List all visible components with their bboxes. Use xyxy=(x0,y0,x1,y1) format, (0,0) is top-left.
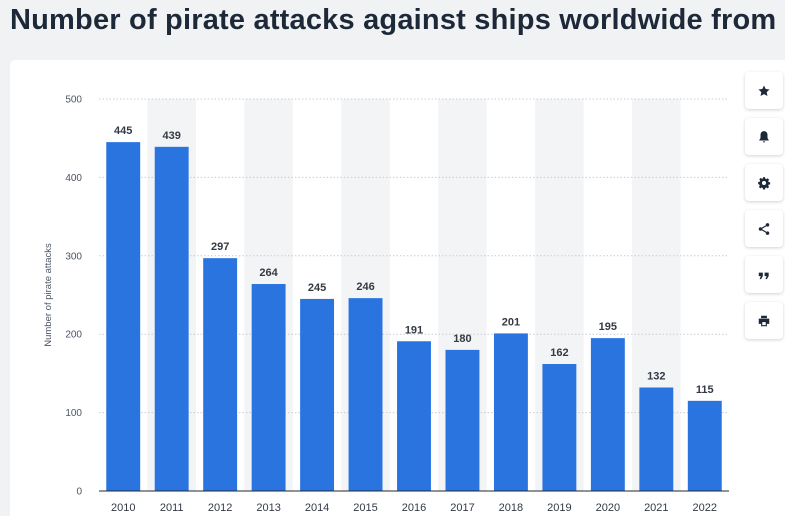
bar xyxy=(154,146,189,491)
y-tick-label: 400 xyxy=(65,173,82,184)
bar xyxy=(493,333,528,491)
x-tick-label: 2022 xyxy=(693,502,717,514)
x-tick-label: 2014 xyxy=(305,502,329,514)
x-tick-label: 2021 xyxy=(644,502,668,514)
print-icon xyxy=(758,315,770,326)
x-tick-label: 2019 xyxy=(547,502,571,514)
data-label: 195 xyxy=(599,321,617,333)
bar xyxy=(348,298,383,491)
data-label: 297 xyxy=(211,241,229,253)
bar xyxy=(106,142,141,491)
x-tick-label: 2020 xyxy=(596,502,620,514)
bar xyxy=(687,400,722,491)
settings-button[interactable] xyxy=(745,164,783,201)
bar xyxy=(251,284,286,491)
bar-chart: 0 100 200 300 400 500 Number of pirate attacks… xyxy=(43,95,729,514)
x-tick-label: 2015 xyxy=(353,502,377,514)
y-tick-label: 300 xyxy=(65,251,82,262)
data-label: 191 xyxy=(405,324,423,336)
bell-icon xyxy=(759,130,769,143)
star-icon xyxy=(758,84,770,96)
data-label: 264 xyxy=(259,267,278,279)
data-label: 132 xyxy=(647,371,665,383)
favorite-button[interactable] xyxy=(745,72,783,109)
y-tick-label: 500 xyxy=(65,95,82,106)
y-tick-label: 100 xyxy=(65,408,82,419)
bar xyxy=(300,298,335,491)
quote-icon xyxy=(758,272,769,279)
citation-button[interactable] xyxy=(745,256,783,293)
page-title: Number of pirate attacks against ships w… xyxy=(10,4,785,36)
chart-toolbar xyxy=(745,72,785,339)
bar xyxy=(590,338,625,491)
bar xyxy=(445,349,480,491)
data-label: 201 xyxy=(502,316,520,328)
data-label: 439 xyxy=(163,130,181,142)
x-tick-label: 2016 xyxy=(402,502,426,514)
x-tick-label: 2017 xyxy=(450,502,474,514)
x-tick-label: 2013 xyxy=(256,502,280,514)
x-tick-label: 2018 xyxy=(499,502,523,514)
bar xyxy=(203,258,238,491)
y-axis-title: Number of pirate attacks xyxy=(43,243,54,347)
bar xyxy=(639,387,674,491)
print-button[interactable] xyxy=(745,302,783,339)
data-label: 162 xyxy=(550,347,568,359)
data-label: 246 xyxy=(356,281,374,293)
data-label: 245 xyxy=(308,282,326,294)
y-tick-label: 0 xyxy=(76,487,82,498)
x-tick-label: 2011 xyxy=(160,502,184,514)
share-button[interactable] xyxy=(745,210,783,247)
data-label: 115 xyxy=(696,384,714,396)
x-tick-label: 2010 xyxy=(111,502,135,514)
data-label: 180 xyxy=(453,333,471,345)
y-tick-label: 200 xyxy=(65,330,82,341)
share-icon xyxy=(758,222,770,235)
notification-button[interactable] xyxy=(745,118,783,155)
x-tick-label: 2012 xyxy=(208,502,232,514)
bar xyxy=(397,341,431,491)
data-label: 445 xyxy=(114,125,132,137)
chart-card: 0 100 200 300 400 500 Number of pirate attacks… xyxy=(10,60,785,516)
gear-icon xyxy=(758,176,771,190)
bar xyxy=(542,363,577,491)
